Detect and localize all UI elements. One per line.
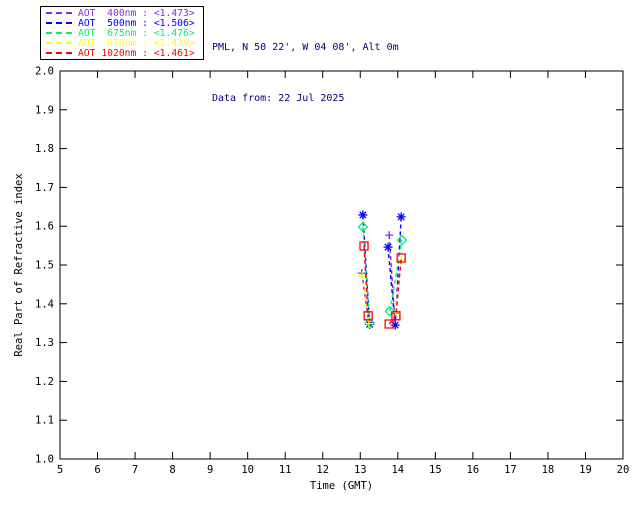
marker-diamond-aot-675nm	[396, 234, 408, 246]
marker-asterisk-aot-500nm	[396, 212, 406, 222]
x-axis-title: Time (GMT)	[310, 480, 373, 492]
legend-line-sample	[46, 32, 72, 34]
y-tick-label: 2.0	[35, 66, 54, 78]
x-tick-label: 8	[169, 464, 175, 476]
x-tick-label: 13	[354, 464, 367, 476]
series-line-aot-1020nm-seg2	[388, 257, 402, 325]
marker-asterisk-aot-500nm	[390, 320, 400, 330]
x-tick-label: 17	[504, 464, 517, 476]
legend-item-aot-870nm: AOT 870nm : <1.439>	[41, 37, 203, 49]
marker-asterisk-aot-500nm	[365, 319, 375, 329]
marker-square-aot-1020nm	[391, 311, 401, 321]
x-tick-label: 9	[207, 464, 213, 476]
legend-item-aot-500nm: AOT 500nm : <1.506>	[41, 17, 203, 29]
x-tick-label: 5	[57, 464, 63, 476]
marker-square-aot-1020nm	[363, 311, 373, 321]
marker-plus-aot-870nm	[364, 319, 373, 328]
x-tick-label: 19	[579, 464, 592, 476]
legend-label: AOT 1020nm : <1.461>	[78, 47, 195, 59]
x-tick-label: 16	[467, 464, 480, 476]
legend-label: AOT 500nm : <1.506>	[78, 17, 195, 29]
y-tick-label: 1.8	[35, 143, 54, 155]
y-tick-label: 1.0	[35, 454, 54, 466]
series-line-aot-870nm-seg1	[361, 275, 370, 324]
marker-square-aot-1020nm	[396, 253, 406, 263]
data-date: Data from: 22 Jul 2025	[212, 93, 345, 104]
y-tick-label: 1.3	[35, 337, 54, 349]
marker-plus-aot-400nm	[385, 231, 394, 240]
y-tick-label: 1.5	[35, 260, 54, 272]
y-tick-label: 1.9	[35, 104, 54, 116]
legend-line-sample	[46, 42, 72, 44]
x-tick-label: 15	[429, 464, 442, 476]
x-tick-label: 10	[241, 464, 254, 476]
legend-box: AOT 400nm : <1.473> AOT 500nm : <1.506> AO…	[40, 6, 204, 60]
marker-plus-aot-870nm	[358, 271, 367, 280]
series-line-aot-675nm-seg2	[389, 240, 403, 312]
x-tick-label: 18	[542, 464, 555, 476]
legend-label: AOT 675nm : <1.476>	[78, 27, 195, 39]
legend-item-aot-1020nm: AOT 1020nm : <1.461>	[41, 47, 203, 59]
y-axis-title: Real Part of Refractive index	[13, 173, 25, 356]
legend-item-aot-400nm: AOT 400nm : <1.473>	[41, 7, 203, 19]
x-tick-label: 12	[316, 464, 329, 476]
legend-line-sample	[46, 52, 72, 54]
legend-label: AOT 400nm : <1.473>	[78, 7, 195, 19]
series-line-aot-675nm-seg1	[362, 226, 371, 323]
y-tick-label: 1.2	[35, 376, 54, 388]
legend-item-aot-675nm: AOT 675nm : <1.476>	[41, 27, 203, 39]
plot-border	[59, 70, 624, 460]
marker-square-aot-1020nm	[359, 241, 369, 251]
marker-square-aot-1020nm	[384, 319, 394, 329]
x-tick-label: 7	[132, 464, 138, 476]
station-info: PML, N 50 22', W 04 08', Alt 0m	[212, 42, 399, 53]
series-line-aot-400nm-seg2	[388, 235, 396, 314]
x-tick-label: 11	[279, 464, 292, 476]
legend-line-sample	[46, 12, 72, 14]
marker-diamond-aot-675nm	[384, 305, 396, 317]
marker-diamond-aot-675nm	[357, 221, 369, 233]
legend-label: AOT 870nm : <1.439>	[78, 37, 195, 49]
x-tick-label: 20	[617, 464, 630, 476]
y-tick-label: 1.6	[35, 221, 54, 233]
x-tick-label: 14	[391, 464, 404, 476]
y-tick-label: 1.1	[35, 415, 54, 427]
marker-asterisk-aot-500nm	[383, 242, 393, 252]
marker-asterisk-aot-500nm	[358, 210, 368, 220]
marker-diamond-aot-675nm	[364, 317, 376, 329]
y-tick-label: 1.4	[35, 298, 54, 310]
plot-header: PML, N 50 22', W 04 08', Alt 0m Data fro…	[212, 5, 399, 141]
y-tick-label: 1.7	[35, 182, 54, 194]
series-line-aot-400nm-seg1	[361, 273, 370, 325]
legend-line-sample	[46, 22, 72, 24]
x-tick-label: 6	[94, 464, 100, 476]
series-line-aot-1020nm-seg1	[363, 245, 369, 316]
